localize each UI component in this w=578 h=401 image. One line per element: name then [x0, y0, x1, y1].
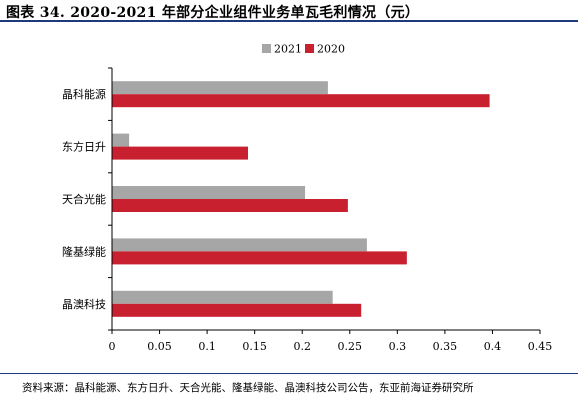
x-tick-label: 0.35 — [433, 340, 458, 353]
bar-2021 — [112, 238, 367, 252]
source-note: 资料来源：晶科能源、东方日升、天合光能、隆基绿能、晶澳科技公司公告，东亚前海证券… — [22, 382, 474, 394]
category-label: 隆基绿能 — [62, 244, 106, 258]
x-tick-label: 0.4 — [484, 340, 502, 353]
category-label: 天合光能 — [62, 192, 106, 206]
x-tick-label: 0 — [109, 340, 116, 353]
bar-2020 — [112, 94, 490, 108]
figure-title: 图表 34. 2020-2021 年部分企业组件业务单瓦毛利情况（元） — [6, 5, 420, 21]
bar-2021 — [112, 186, 306, 199]
legend-swatch-2021 — [262, 44, 271, 53]
legend-swatch-2020 — [305, 44, 314, 53]
x-tick-label: 0.15 — [242, 340, 267, 353]
bar-2021 — [112, 133, 130, 147]
x-tick-label: 0.3 — [389, 340, 407, 353]
title-rule — [0, 20, 578, 22]
source-rule — [0, 373, 578, 374]
bar-2020 — [112, 303, 362, 317]
category-label: 东方日升 — [62, 140, 106, 154]
x-tick-label: 0.45 — [528, 340, 553, 353]
bars-group — [112, 81, 490, 317]
category-label: 晶科能源 — [62, 87, 106, 101]
bar-2021 — [112, 290, 333, 304]
legend-label-2021: 2021 — [274, 43, 302, 56]
x-tick-label: 0.2 — [293, 340, 311, 353]
bar-2020 — [112, 251, 407, 265]
x-tick-label: 0.05 — [147, 340, 172, 353]
bar-2021 — [112, 81, 328, 95]
x-tick-label: 0.1 — [198, 340, 216, 353]
category-label: 晶澳科技 — [62, 297, 106, 311]
legend-label-2020: 2020 — [317, 43, 345, 56]
bar-2020 — [112, 199, 348, 212]
x-tick-label: 0.25 — [338, 340, 363, 353]
legend: 2021 2020 — [262, 43, 345, 56]
bar-2020 — [112, 146, 249, 160]
